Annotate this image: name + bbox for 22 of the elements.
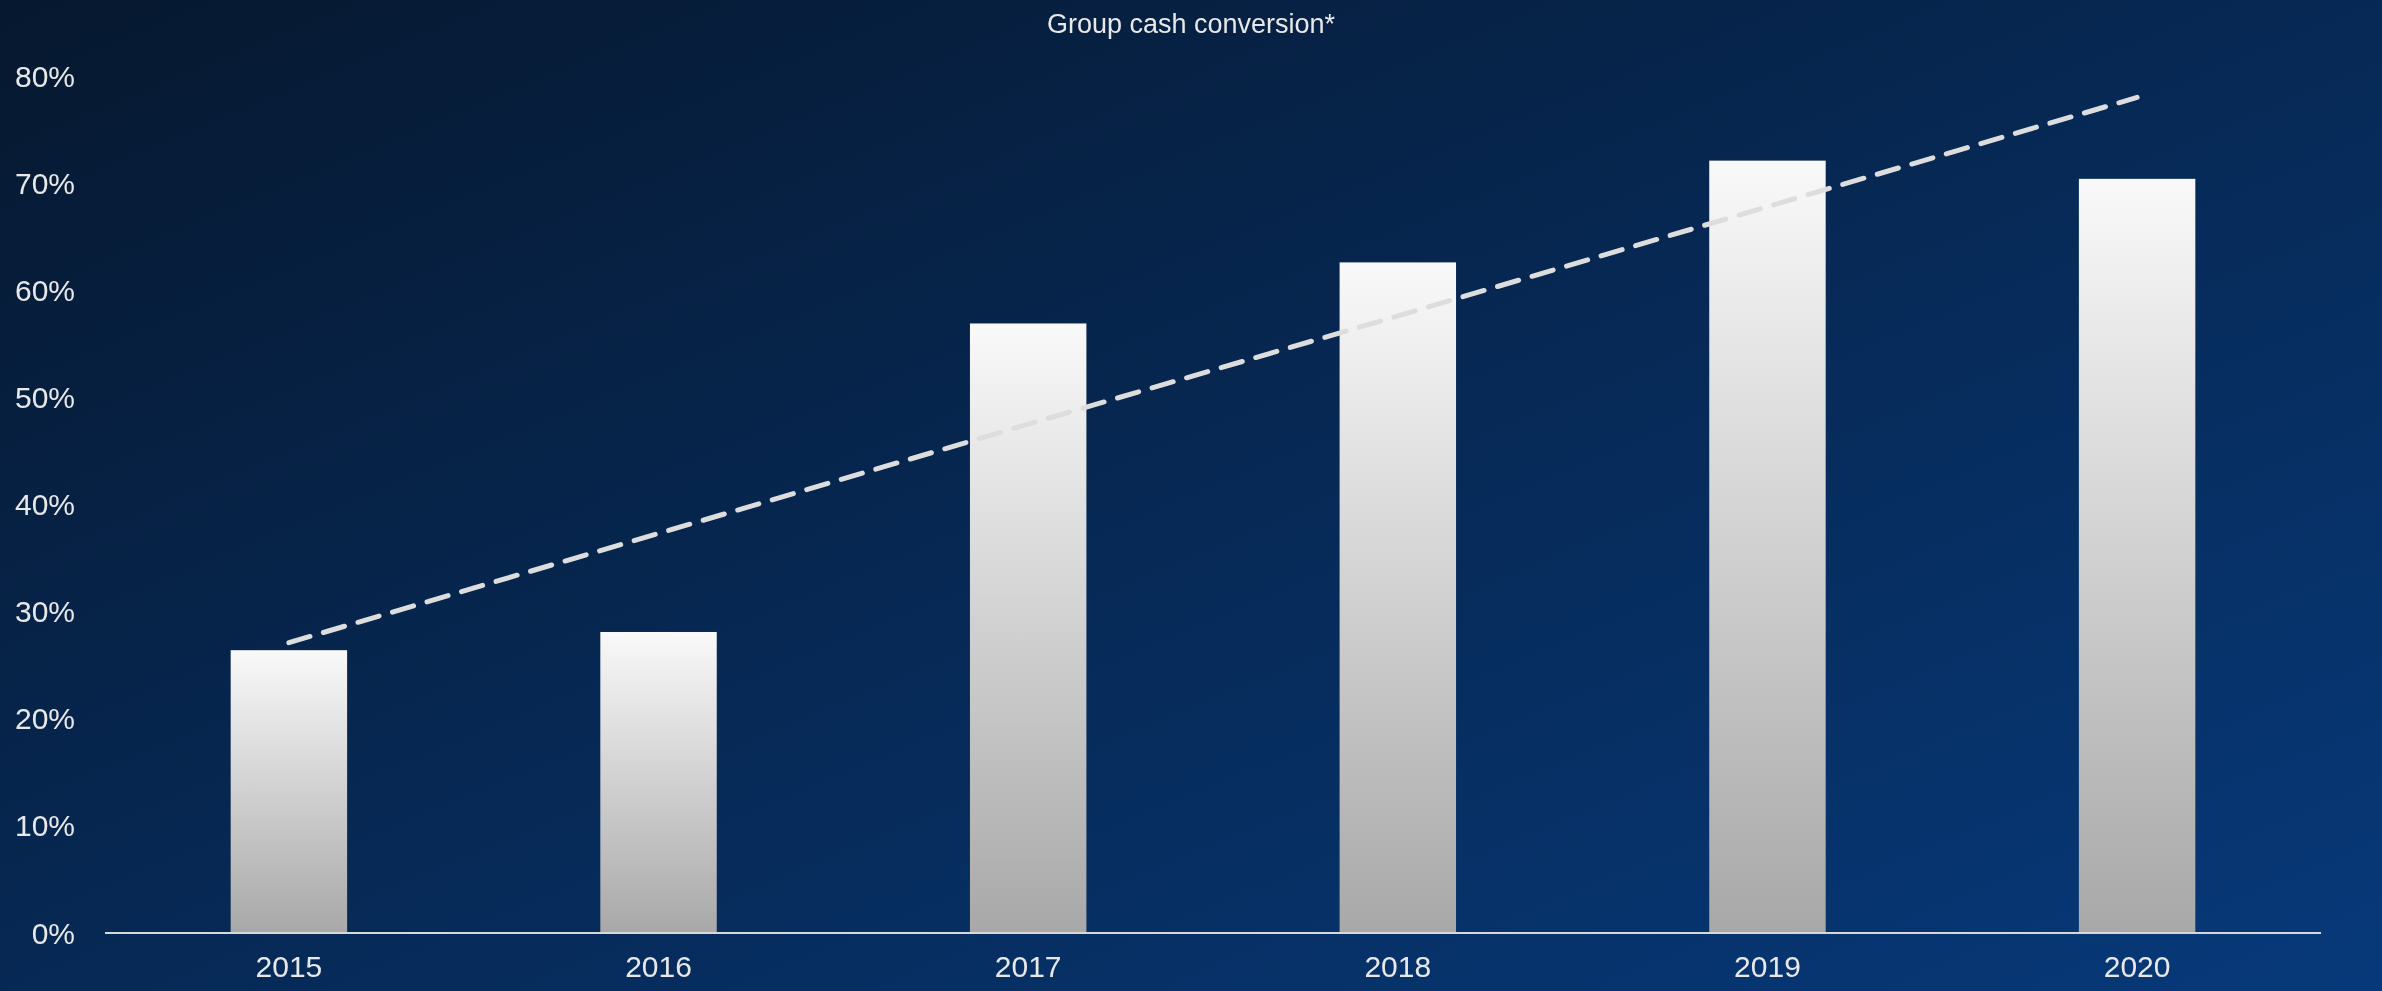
y-tick-label: 30% <box>14 595 75 629</box>
bar <box>1339 262 1457 933</box>
bar <box>230 650 348 933</box>
x-tick-label: 2020 <box>2103 950 2171 983</box>
chart-title: Group cash conversion* <box>1046 9 1336 39</box>
x-tick-label: 2016 <box>625 950 692 983</box>
y-tick-label: 50% <box>14 380 75 414</box>
x-tick-label: 2019 <box>1734 950 1801 983</box>
x-tick-label: 2017 <box>994 950 1062 983</box>
bar <box>1709 160 1826 933</box>
bar <box>600 631 717 933</box>
y-tick-label: 80% <box>14 59 75 93</box>
y-tick-label: 10% <box>14 809 75 843</box>
y-tick-label: 60% <box>14 273 75 307</box>
x-tick-label: 2018 <box>1364 950 1432 983</box>
y-tick-label: 20% <box>14 702 75 736</box>
y-tick-label: 40% <box>14 488 75 521</box>
bar <box>969 323 1087 933</box>
bar <box>2078 178 2196 933</box>
y-tick-label: 0% <box>31 916 75 950</box>
x-tick-label: 2015 <box>255 950 323 983</box>
y-tick-label: 70% <box>14 166 75 200</box>
